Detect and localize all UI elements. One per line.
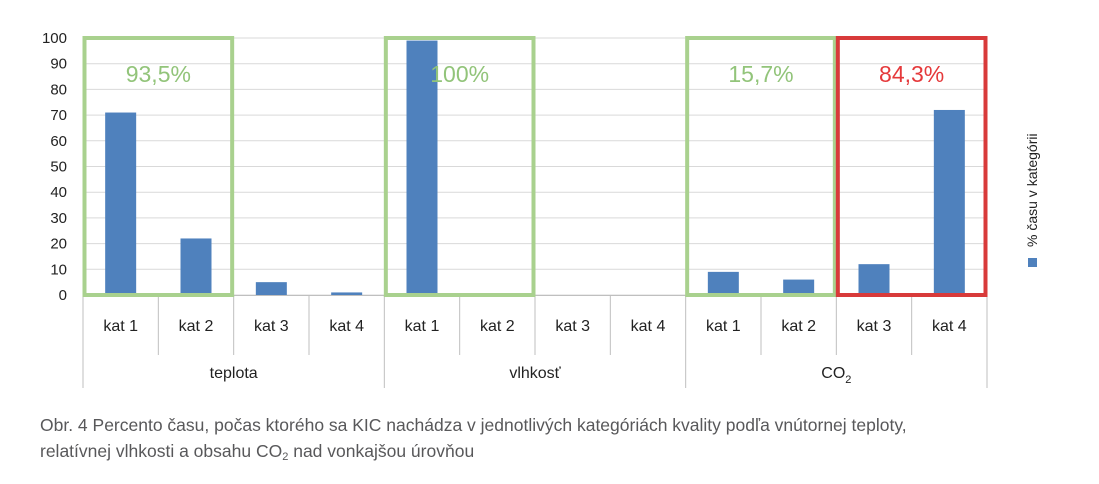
y-tick-label: 50 [50,159,67,176]
x-tick-label: kat 4 [329,318,364,335]
annotation-box [383,36,536,297]
figure-caption: Obr. 4 Percento času, počas ktorého sa K… [40,412,1080,470]
bar [180,238,212,295]
bar [933,109,965,296]
y-tick-label: 30 [50,210,67,227]
bar [331,292,363,295]
x-tick-label: kat 4 [932,318,967,335]
annotation-label: 93,5% [126,61,191,87]
annotation-box [685,36,837,297]
group-label: vlhkosť [509,365,561,382]
x-tick-label: kat 3 [857,318,892,335]
x-tick-label: kat 1 [706,318,741,335]
bar [783,279,815,295]
bar [105,112,137,295]
bar [858,264,890,295]
x-tick-label: kat 4 [631,318,666,335]
annotation-label: 84,3% [879,61,944,87]
y-tick-label: 20 [50,236,67,253]
x-tick-label: kat 2 [179,318,214,335]
group-label: teplota [210,365,258,382]
y-tick-label: 40 [50,184,67,201]
legend-label: % času v kategórii [1024,133,1040,247]
bar [707,271,739,295]
caption-line-2-suffix: nad vonkajšou úrovňou [288,441,475,461]
bar [406,40,438,295]
annotation-label: 15,7% [728,61,793,87]
x-tick-label: kat 1 [103,318,138,335]
legend-swatch [1028,258,1037,267]
y-tick-label: 10 [50,261,67,278]
y-tick-label: 70 [50,107,67,124]
annotation-box [82,36,235,297]
y-tick-label: 90 [50,56,67,73]
caption-subscript: 2 [282,451,289,463]
y-tick-label: 100 [42,30,67,47]
annotation-label: 100% [430,61,489,87]
x-tick-label: kat 3 [254,318,289,335]
caption-line-2-prefix: relatívnej vlhkosti a obsahu CO [40,441,283,461]
y-tick-label: 80 [50,81,67,98]
x-tick-label: kat 1 [405,318,440,335]
x-tick-label: kat 3 [555,318,590,335]
x-tick-label: kat 2 [781,318,816,335]
bar [255,282,287,295]
y-tick-label: 60 [50,133,67,150]
y-tick-label: 0 [59,287,67,304]
bar-chart: 0 10 20 30 40 50 60 70 80 90 100 kat 1 kat 2 kat 3 kat… [42,30,1040,388]
annotation-box [835,36,988,297]
x-tick-label: kat 2 [480,318,515,335]
group-label: CO2 [821,365,851,386]
caption-line-1: Obr. 4 Percento času, počas ktorého sa K… [40,415,907,435]
